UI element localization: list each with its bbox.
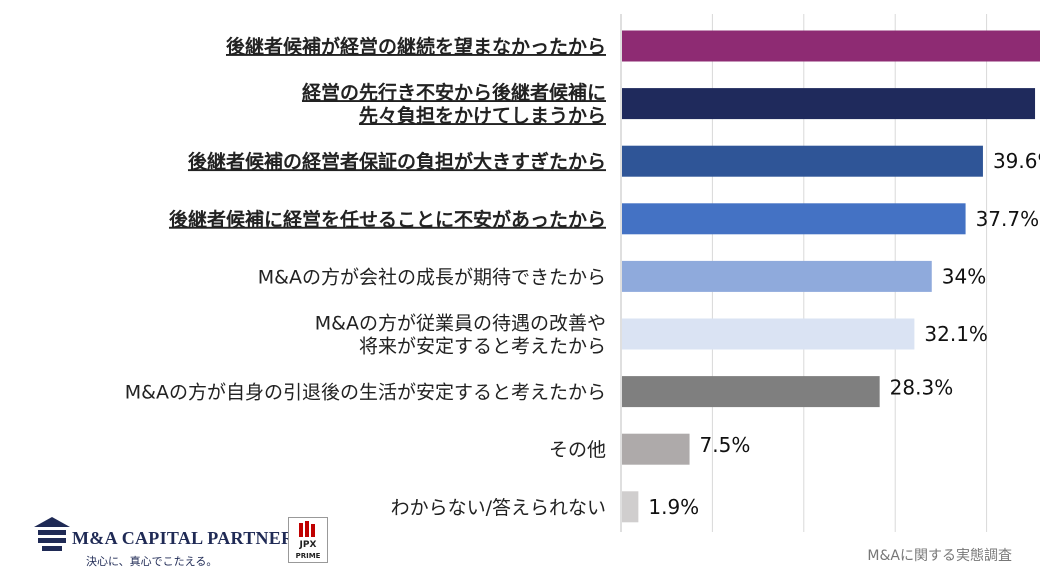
value-label-6: 32.1%	[924, 322, 988, 346]
category-label-2: 経営の先行き不安から後継者候補に先々負担をかけてしまうから	[302, 81, 606, 127]
jpx-icon	[299, 521, 315, 537]
value-label-5: 34%	[942, 264, 986, 288]
category-label-7: M&Aの方が自身の引退後の生活が安定すると考えたから	[125, 382, 606, 404]
bar-2	[622, 88, 1036, 120]
value-label-8: 7.5%	[700, 433, 751, 457]
bar-4	[622, 203, 966, 235]
category-label-8: その他	[549, 439, 606, 461]
source-note: M&Aに関する実態調査	[867, 548, 1012, 564]
bar-8	[622, 433, 690, 465]
category-label-5: M&Aの方が会社の成長が期待できたから	[258, 266, 606, 288]
bars	[622, 30, 1040, 523]
value-label-3: 39.6%	[993, 149, 1040, 173]
category-label-9: わからない/答えられない	[391, 497, 606, 519]
jpx-label: JPX	[299, 540, 317, 550]
bar-9	[622, 491, 639, 523]
company-logo-icon	[34, 517, 70, 551]
value-label-9: 1.9%	[648, 495, 699, 519]
bar-1	[622, 30, 1040, 62]
category-label-6: M&Aの方が従業員の待遇の改善や将来が安定すると考えたから	[315, 313, 606, 358]
prime-label: PRIME	[295, 552, 321, 560]
value-label-4: 37.7%	[976, 207, 1040, 231]
bar-3	[622, 145, 983, 177]
category-labels: 後継者候補が経営の継続を望まなかったから経営の先行き不安から後継者候補に先々負担…	[125, 35, 606, 519]
category-label-4: 後継者候補に経営を任せることに不安があったから	[169, 208, 606, 231]
company-tagline: 決心に、真心でこたえる。	[86, 555, 218, 568]
bar-5	[622, 260, 932, 292]
company-logo-name: M&A CAPITAL PARTNERS	[72, 528, 305, 548]
value-label-7: 28.3%	[890, 376, 954, 400]
value-labels: 49.1%45.3%39.6%37.7%34%32.1%28.3%7.5%1.9…	[648, 149, 1040, 519]
category-label-1: 後継者候補が経営の継続を望まなかったから	[226, 35, 606, 58]
bar-7	[622, 376, 880, 408]
category-label-3: 後継者候補の経営者保証の負担が大きすぎたから	[188, 150, 606, 173]
bar-6	[622, 318, 915, 350]
jpx-prime-badge: JPX PRIME	[288, 517, 328, 563]
